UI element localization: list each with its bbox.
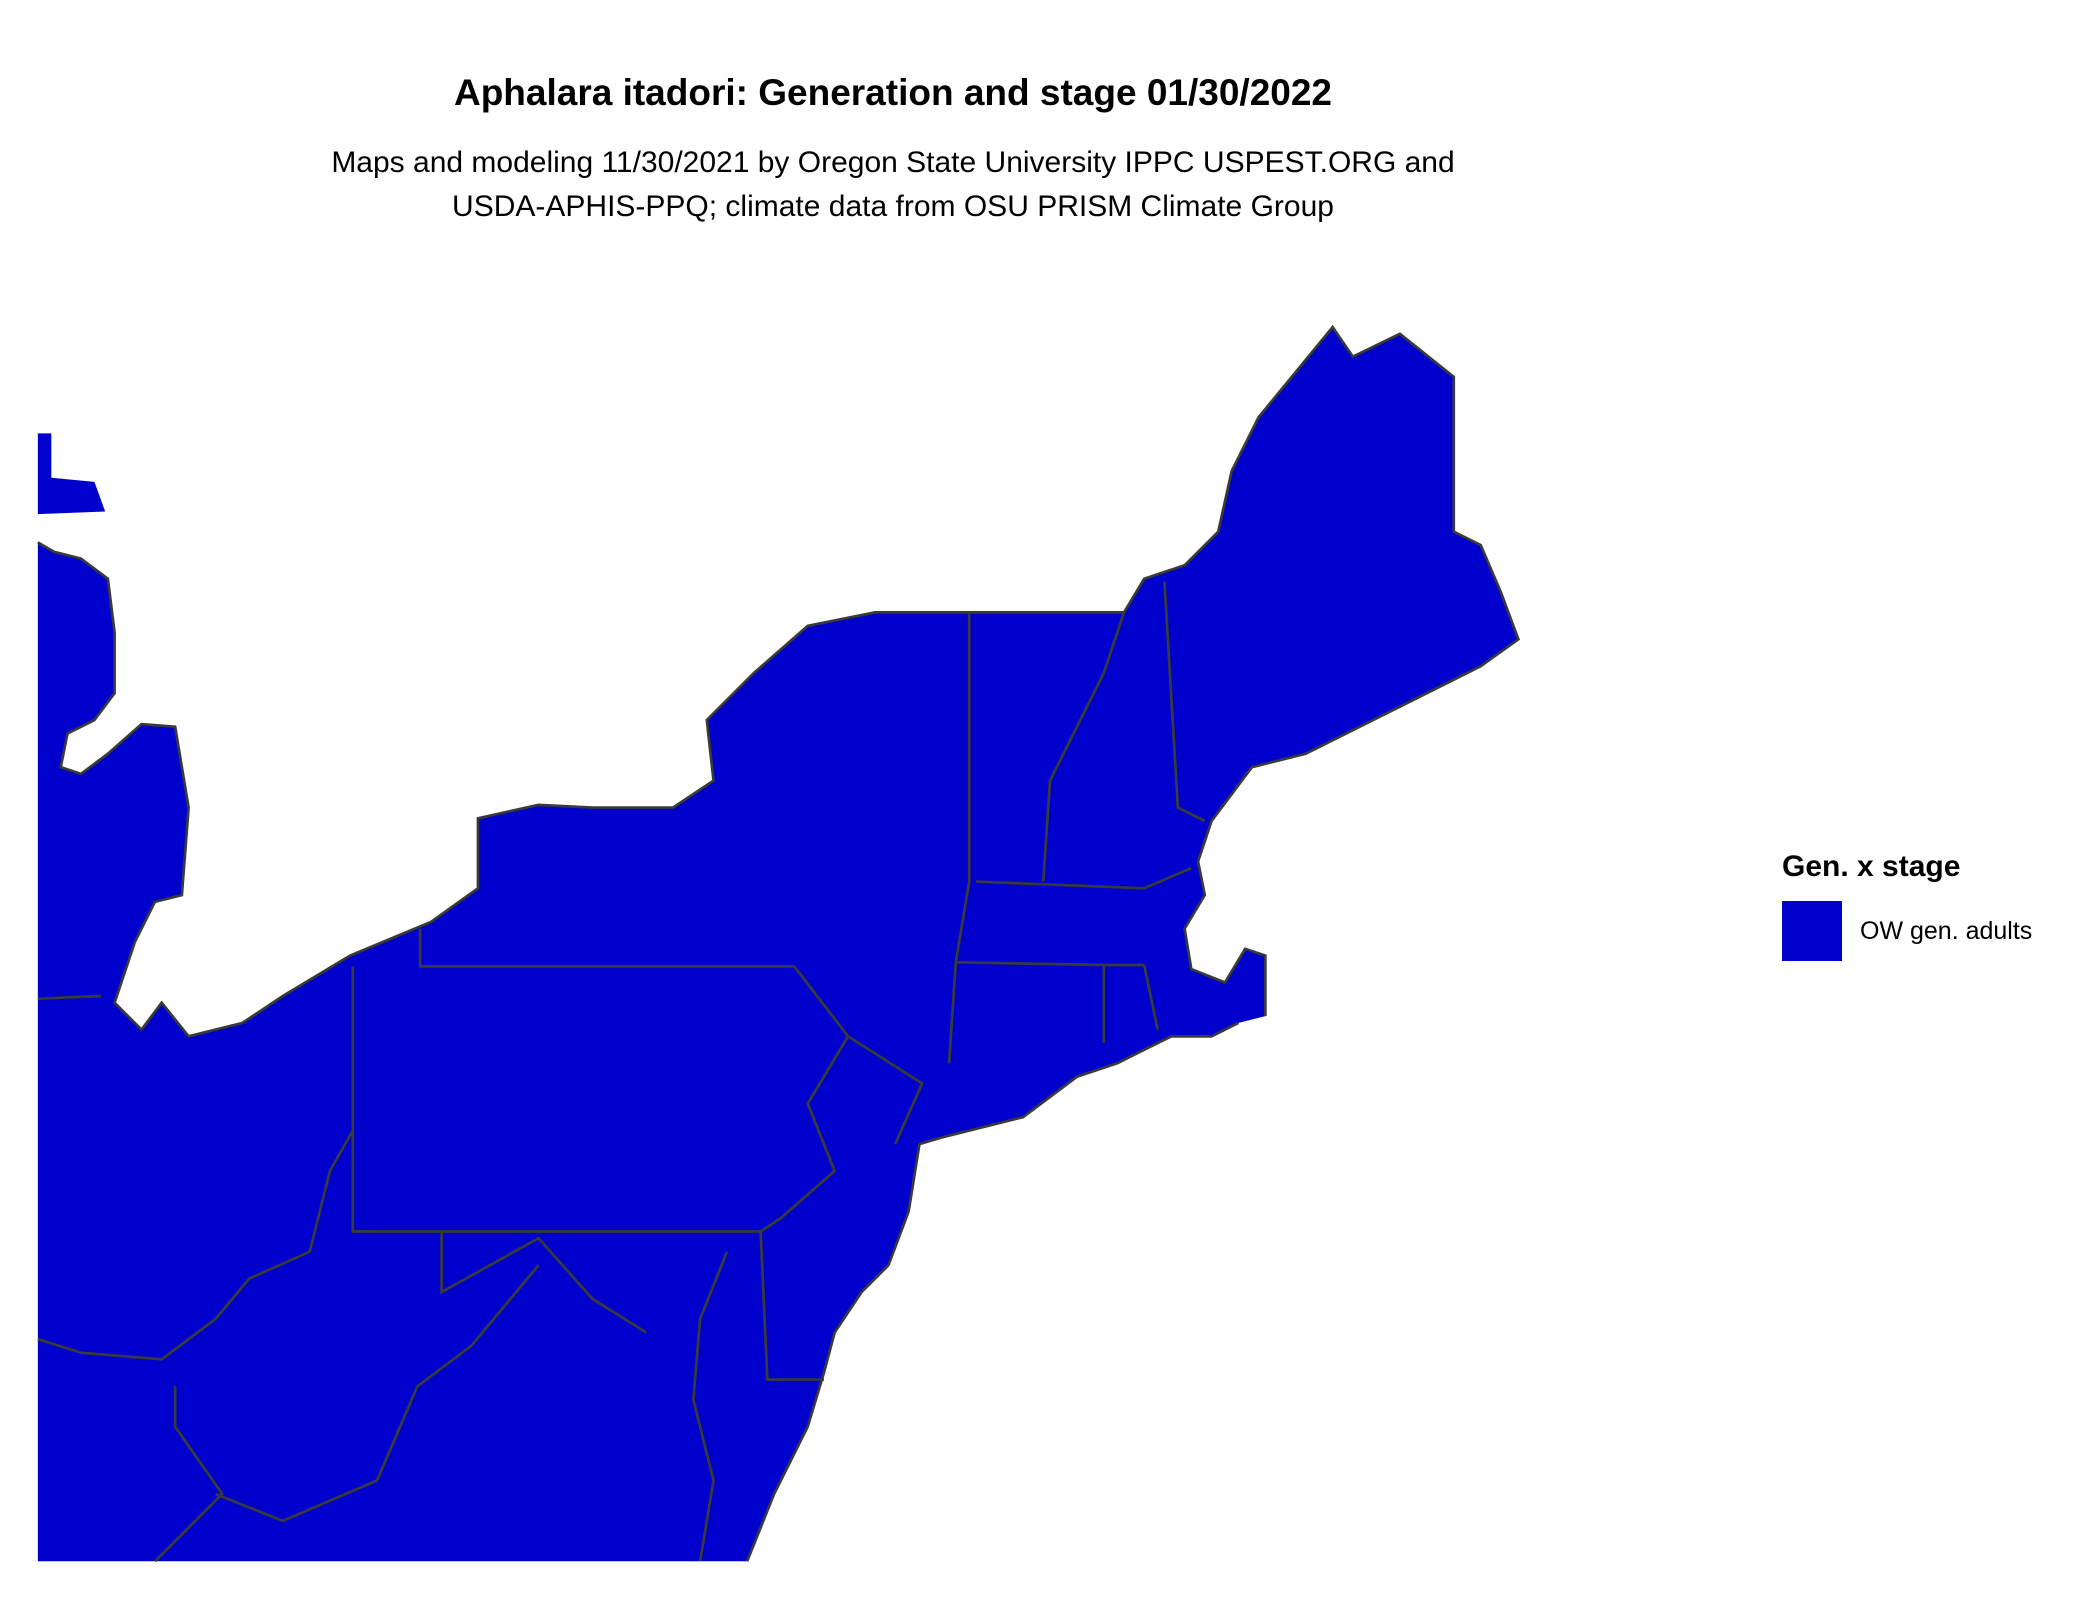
upper-peninsula-fragment	[37, 433, 106, 515]
legend-label-ow-gen-adults: OW gen. adults	[1860, 917, 2033, 945]
land-fill	[37, 327, 1519, 1562]
map-title: Aphalara itadori: Generation and stage 0…	[453, 72, 1333, 113]
legend-title: Gen. x stage	[1782, 850, 1961, 883]
state-borders	[37, 324, 1521, 1563]
map-subtitle-line-1: Maps and modeling 11/30/2021 by Oregon S…	[331, 146, 1455, 179]
map-subtitle-line-2: USDA-APHIS-PPQ; climate data from OSU PR…	[452, 190, 1334, 223]
legend-swatch-ow-gen-adults	[1782, 901, 1842, 961]
mainland-region	[37, 327, 1519, 1562]
